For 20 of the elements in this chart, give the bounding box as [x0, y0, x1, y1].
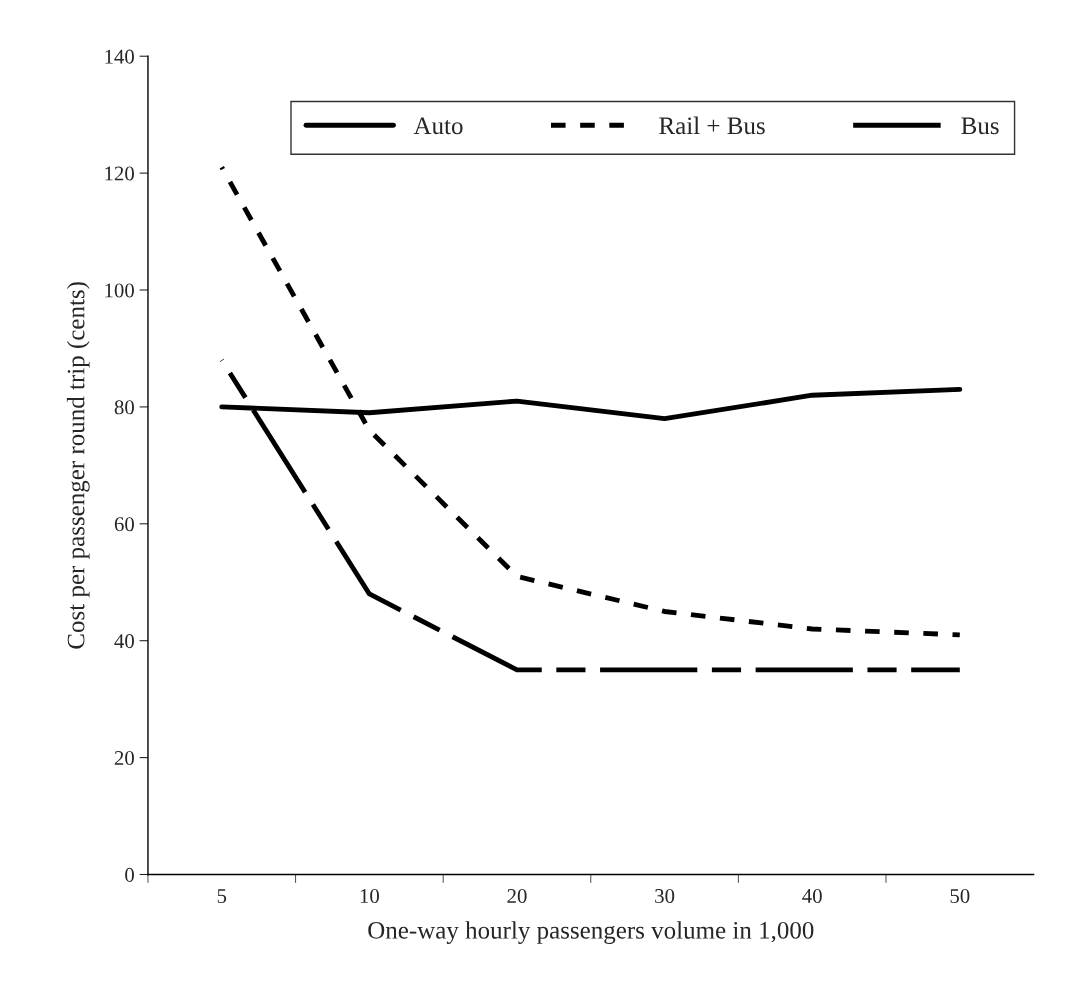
legend-label: Bus	[961, 117, 999, 135]
x-tick-label: 10	[360, 888, 379, 904]
legend-label: Rail + Bus	[659, 116, 765, 135]
x-tick-label: 30	[655, 888, 675, 904]
y-axis-title: Cost per passenger round trip (cents)	[66, 282, 90, 649]
x-tick-label: 20	[507, 888, 527, 904]
y-tick-label: 80	[114, 400, 134, 415]
x-axis-title: One-way hourly passengers volume in 1,000	[368, 921, 814, 944]
y-tick-label: 20	[114, 750, 134, 766]
y-tick-label: 100	[105, 283, 134, 298]
x-tick-label: 5	[217, 889, 227, 904]
y-tick-label: 0	[125, 867, 134, 882]
line-series	[219, 164, 963, 638]
y-tick-label: 140	[105, 49, 134, 64]
y-tick-label: 120	[105, 166, 134, 181]
x-tick-label: 50	[950, 888, 970, 904]
x-tick-label: 40	[802, 888, 822, 904]
y-tick-label: 40	[114, 634, 134, 649]
y-tick-label: 60	[114, 517, 134, 532]
legend-label: Auto	[413, 117, 463, 135]
